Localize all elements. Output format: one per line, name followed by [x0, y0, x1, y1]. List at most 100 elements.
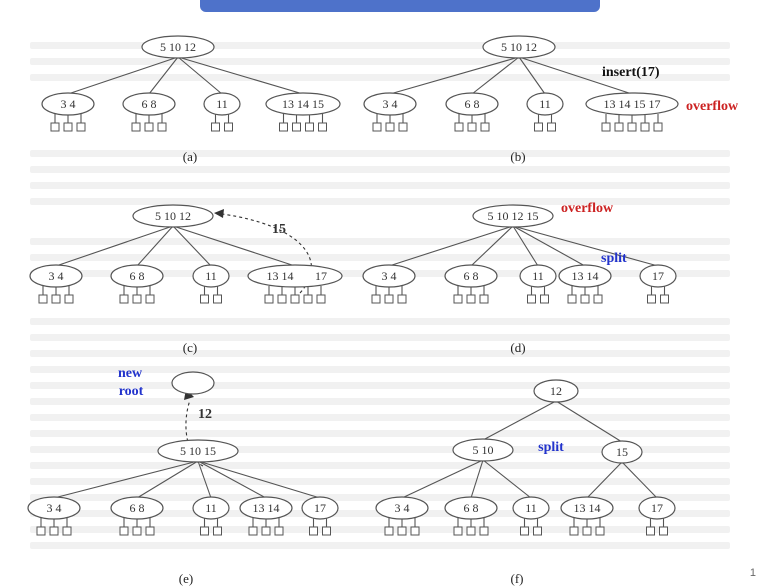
leaf-box — [277, 294, 287, 304]
panel-a-child-4-label: 13 14 15 — [282, 97, 324, 111]
tree-edge — [389, 56, 520, 95]
leaf-box — [144, 122, 154, 132]
page-number: 1 — [749, 567, 756, 579]
leaf-box — [316, 294, 326, 304]
leaf-box — [274, 526, 284, 536]
leaf-box — [527, 294, 536, 304]
leaf-box — [646, 526, 655, 536]
panel-c-child-3-ellipse — [192, 264, 230, 288]
background-line — [30, 542, 730, 549]
tree-edge — [470, 225, 514, 267]
panel-d-child-3-label: 11 — [532, 269, 544, 283]
leaf-box — [63, 122, 73, 132]
leaf-box — [467, 122, 477, 132]
leaf-box — [593, 294, 603, 304]
tree-edge — [470, 459, 484, 499]
leaf-box — [453, 294, 463, 304]
leaf-box — [372, 122, 382, 132]
panel-f-caption: (f) — [511, 571, 524, 586]
leaf-box — [303, 294, 313, 304]
panel-c-child-3-label: 11 — [205, 269, 217, 283]
panel-f-child-4-ellipse — [560, 496, 614, 520]
leaf-box — [36, 526, 46, 536]
background-line — [30, 462, 730, 469]
leaf-box — [38, 294, 48, 304]
leaf-box — [466, 294, 476, 304]
panel-f-child-2-label: 6 8 — [464, 501, 479, 515]
panel-d-child-5-label: 17 — [652, 269, 664, 283]
panel-d-child-1-label: 3 4 — [382, 269, 397, 283]
leaf-box — [547, 122, 556, 132]
panel-f-child-5-label: 17 — [651, 501, 663, 515]
panel-a-child-2-label: 6 8 — [142, 97, 157, 111]
tree-edge — [621, 461, 658, 499]
panel-e-child-5-ellipse — [301, 496, 339, 520]
background-line — [30, 58, 730, 65]
tree-edge — [53, 460, 199, 499]
leaf-box — [398, 122, 408, 132]
tree-edge — [586, 461, 623, 499]
tree-edge — [555, 400, 623, 443]
panel-f-child-2-ellipse — [444, 496, 498, 520]
tree-edge — [518, 56, 633, 95]
leaf-box — [397, 294, 407, 304]
panel-e-root-label: 5 10 15 — [180, 444, 216, 458]
leaf-box — [309, 526, 318, 536]
panel-f-child-1-label: 3 4 — [395, 501, 410, 515]
leaf-box — [131, 122, 141, 132]
panel-d-caption: (d) — [510, 340, 525, 355]
panel-d-child-1-ellipse — [362, 264, 416, 288]
panel-e-child-5-label: 17 — [314, 501, 326, 515]
tree-edge — [197, 460, 267, 499]
leaf-box — [453, 526, 463, 536]
panel-e-root-ellipse — [157, 439, 239, 463]
leaf-box — [371, 294, 381, 304]
leaf-box — [569, 526, 579, 536]
background-line — [30, 334, 730, 341]
tree-edge — [482, 400, 557, 441]
leaf-box — [410, 526, 420, 536]
leaf-box — [62, 526, 72, 536]
leaf-box — [479, 526, 489, 536]
leaf-box — [200, 526, 209, 536]
panel-e-new-root-ellipse — [171, 371, 215, 395]
leaf-box — [567, 294, 577, 304]
edges-layer — [40, 56, 666, 527]
background-line — [30, 366, 730, 373]
panel-d-child-4-ellipse — [558, 264, 612, 288]
slide-title-strip — [0, 0, 762, 28]
panel-a-child-1-ellipse — [41, 92, 95, 116]
tree-edge — [136, 460, 199, 499]
leaf-box — [145, 294, 155, 304]
panel-a-caption: (a) — [183, 149, 197, 164]
leaf-box — [224, 122, 233, 132]
leaf-box — [51, 294, 61, 304]
leaf-box — [132, 294, 142, 304]
leaf-box — [384, 526, 394, 536]
panel-d-child-3-ellipse — [519, 264, 557, 288]
background-line — [30, 198, 730, 205]
leaf-box — [580, 294, 590, 304]
panel-e-child-3-label: 11 — [205, 501, 217, 515]
panel-f-child-3-label: 11 — [525, 501, 537, 515]
panel-b-caption: (b) — [510, 149, 525, 164]
panel-b-child-3-ellipse — [526, 92, 564, 116]
background-line — [30, 430, 730, 437]
leaf-box — [248, 526, 258, 536]
tree-edge — [197, 460, 321, 499]
panel-c-caption: (c) — [183, 340, 197, 355]
leaf-box — [132, 526, 142, 536]
overflow-note-b: overflow — [686, 99, 739, 114]
leaf-box — [534, 122, 543, 132]
tree-edge — [512, 225, 586, 267]
panel-a-child-3-label: 11 — [216, 97, 228, 111]
leaf-box — [397, 526, 407, 536]
split-note-d: split — [601, 251, 627, 266]
panel-a-child-3-ellipse — [203, 92, 241, 116]
background-line — [30, 318, 730, 325]
panel-d-child-4-label: 13 14 — [572, 269, 599, 283]
leaf-box — [640, 122, 650, 132]
panel-c-child-2-label: 6 8 — [130, 269, 145, 283]
panel-c-root-label: 5 10 12 — [155, 209, 191, 223]
tree-edge — [401, 459, 484, 499]
